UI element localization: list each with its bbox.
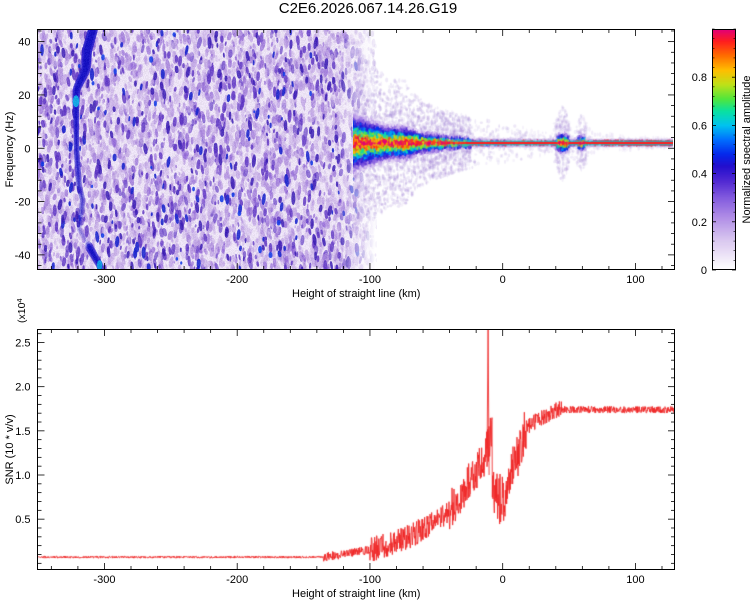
- svg-text:-20: -20: [15, 197, 31, 209]
- svg-text:C2E6.2026.067.14.26.G19: C2E6.2026.067.14.26.G19: [279, 0, 457, 17]
- svg-text:2.0: 2.0: [15, 382, 30, 394]
- svg-text:0: 0: [24, 143, 30, 155]
- svg-text:0.6: 0.6: [692, 120, 707, 132]
- svg-text:100: 100: [626, 574, 644, 586]
- svg-text:(x104: (x104: [15, 298, 28, 323]
- svg-text:0: 0: [701, 265, 707, 277]
- svg-text:1.5: 1.5: [15, 426, 30, 438]
- svg-text:0.5: 0.5: [15, 514, 30, 526]
- svg-text:-100: -100: [359, 274, 381, 286]
- svg-text:2.5: 2.5: [15, 338, 30, 350]
- svg-text:100: 100: [626, 274, 644, 286]
- svg-text:-200: -200: [226, 274, 248, 286]
- svg-text:SNR (10 * v/v): SNR (10 * v/v): [4, 414, 16, 484]
- svg-text:-300: -300: [93, 574, 115, 586]
- svg-text:20: 20: [18, 90, 30, 102]
- svg-text:-40: -40: [15, 250, 31, 262]
- svg-text:1.0: 1.0: [15, 470, 30, 482]
- svg-text:-300: -300: [93, 274, 115, 286]
- svg-text:0.2: 0.2: [692, 217, 707, 229]
- svg-text:-100: -100: [359, 574, 381, 586]
- svg-text:Frequency (Hz): Frequency (Hz): [4, 112, 16, 188]
- svg-text:Height of straight line (km): Height of straight line (km): [292, 288, 420, 300]
- svg-text:40: 40: [18, 37, 30, 49]
- svg-text:Normalized spectral amplitude: Normalized spectral amplitude: [741, 76, 750, 224]
- svg-text:0: 0: [500, 274, 506, 286]
- svg-text:0: 0: [500, 574, 506, 586]
- svg-text:0.4: 0.4: [692, 169, 707, 181]
- svg-text:-200: -200: [226, 574, 248, 586]
- svg-text:Height of straight line (km): Height of straight line (km): [292, 588, 420, 600]
- svg-text:0.8: 0.8: [692, 72, 707, 84]
